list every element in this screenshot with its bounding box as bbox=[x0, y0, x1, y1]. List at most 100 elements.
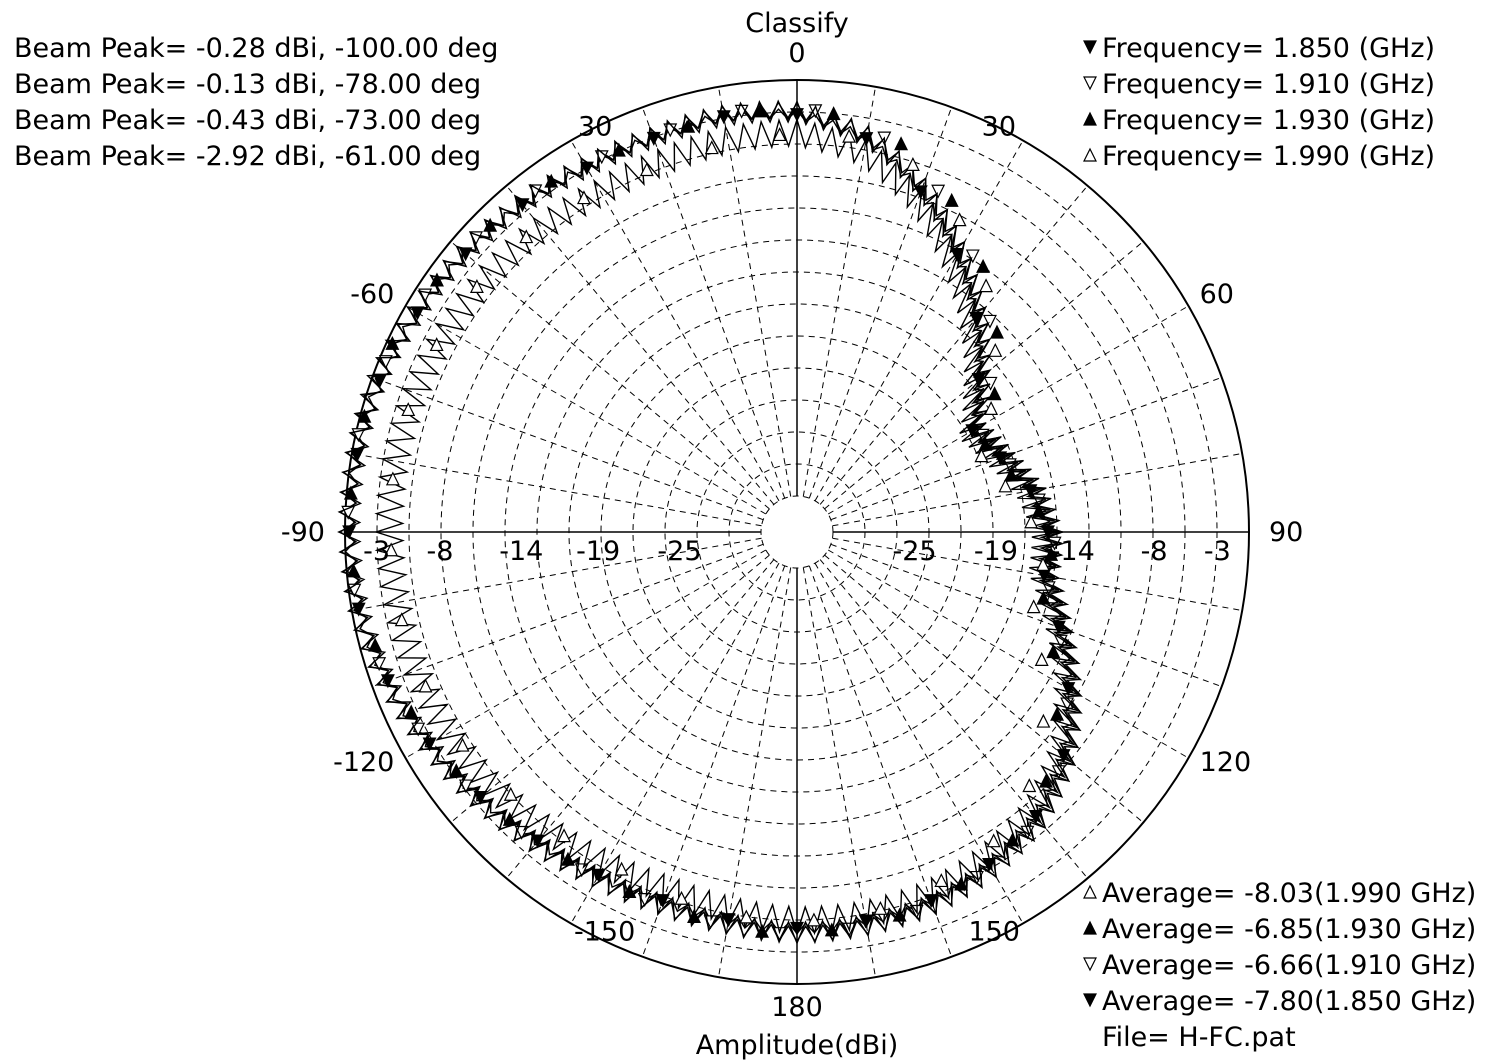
series-point bbox=[931, 184, 946, 199]
grid-spoke bbox=[832, 537, 1243, 611]
series-point bbox=[974, 448, 989, 463]
grid-spoke bbox=[641, 565, 786, 957]
series-point bbox=[385, 471, 400, 486]
beam-peak-3: Beam Peak= -0.43 dBi, -73.00 deg bbox=[14, 105, 481, 136]
series-point bbox=[952, 212, 967, 227]
series-point bbox=[373, 373, 388, 388]
beam-peak-annotations: Beam Peak= -0.28 dBi, -100.00 deg Beam P… bbox=[14, 33, 498, 172]
series-point bbox=[394, 612, 409, 627]
legend-marker bbox=[1083, 147, 1097, 162]
series-point bbox=[449, 763, 464, 778]
grid-spoke bbox=[506, 559, 775, 879]
series-point bbox=[988, 342, 1003, 357]
series-point bbox=[739, 909, 754, 924]
legend-marker bbox=[1083, 40, 1097, 55]
angle-tick-label: -150 bbox=[574, 917, 635, 948]
angle-tick-label: 60 bbox=[1200, 279, 1234, 310]
grid-spoke bbox=[830, 543, 1222, 688]
series-point bbox=[418, 678, 433, 693]
radial-label-right: -14 bbox=[1051, 536, 1095, 567]
series-point bbox=[990, 324, 1004, 339]
average-entry-2: Average= -6.85(1.930 GHz) bbox=[1102, 914, 1476, 945]
angle-tick-label: -90 bbox=[281, 517, 325, 548]
grid-spoke bbox=[824, 554, 1144, 823]
series-point bbox=[557, 828, 572, 843]
series-point bbox=[1024, 514, 1039, 529]
grid-spoke bbox=[814, 140, 1024, 502]
series-point bbox=[965, 249, 980, 264]
angle-tick-label: 150 bbox=[968, 917, 1020, 948]
series-point bbox=[410, 306, 425, 321]
angle-tick-labels: 0 30 60 90 120 150 180 -150 -120 -90 -60 30 bbox=[281, 38, 1303, 1023]
grid-spoke bbox=[351, 453, 762, 527]
grid-spoke bbox=[506, 185, 775, 505]
series-point bbox=[368, 637, 383, 652]
series-point bbox=[576, 190, 591, 205]
series-point bbox=[378, 355, 393, 370]
grid-spoke bbox=[832, 453, 1243, 527]
grid-spoke bbox=[372, 376, 764, 521]
series-point bbox=[429, 272, 444, 287]
grid-spoke bbox=[641, 107, 786, 499]
legend-marker bbox=[1083, 111, 1097, 126]
series-point bbox=[950, 248, 965, 262]
series-point bbox=[808, 104, 823, 119]
series-point bbox=[944, 192, 959, 207]
series-point bbox=[611, 142, 626, 157]
grid-spoke bbox=[405, 305, 767, 515]
radial-label-right: -25 bbox=[892, 536, 936, 567]
grid-spoke bbox=[808, 565, 953, 957]
beam-peak-2: Beam Peak= -0.13 dBi, -78.00 deg bbox=[14, 69, 481, 100]
series-point bbox=[384, 542, 399, 557]
series-point bbox=[987, 386, 1002, 401]
radial-label-left: -8 bbox=[426, 536, 453, 567]
series-point bbox=[976, 258, 991, 273]
angle-tick-label: 120 bbox=[1200, 747, 1252, 778]
series-point bbox=[986, 833, 1001, 848]
average-entry-1: Average= -8.03(1.990 GHz) bbox=[1102, 878, 1476, 909]
legend-marker bbox=[1083, 76, 1097, 91]
series-point bbox=[357, 408, 372, 423]
series-point bbox=[422, 737, 437, 752]
series-point bbox=[503, 786, 518, 801]
grid-spoke bbox=[405, 549, 767, 759]
series-point bbox=[385, 335, 400, 350]
series-point bbox=[639, 162, 654, 177]
angle-tick-label: -60 bbox=[350, 279, 394, 310]
angle-tick-label: 30 bbox=[578, 111, 612, 142]
series-point bbox=[1050, 706, 1065, 721]
angle-tick-label: 0 bbox=[788, 38, 805, 69]
radial-label-left: -14 bbox=[499, 536, 543, 567]
series-point bbox=[982, 314, 997, 329]
beam-peak-1: Beam Peak= -0.28 dBi, -100.00 deg bbox=[14, 33, 498, 64]
series-line bbox=[337, 99, 1083, 945]
legend-entry-1: Frequency= 1.850 (GHz) bbox=[1102, 33, 1435, 64]
series-point bbox=[674, 890, 689, 905]
grid-spoke bbox=[819, 559, 1088, 879]
average-marker bbox=[1083, 920, 1097, 935]
series-point bbox=[1036, 557, 1051, 571]
series-point bbox=[681, 118, 696, 133]
angle-tick-label: 180 bbox=[771, 992, 823, 1023]
series-line bbox=[373, 117, 1080, 936]
angle-tick-label: -120 bbox=[333, 747, 394, 778]
angle-tick-label: 30 bbox=[982, 111, 1016, 142]
series-point bbox=[1034, 652, 1049, 666]
series-point bbox=[979, 278, 994, 293]
series-point bbox=[873, 900, 888, 915]
series-point bbox=[429, 337, 444, 352]
average-marker bbox=[1083, 884, 1097, 899]
series-point bbox=[983, 376, 998, 391]
polar-grid bbox=[344, 79, 1250, 985]
series-point bbox=[1036, 713, 1051, 728]
grid-spoke bbox=[824, 241, 1144, 510]
average-entry-4: Average= -7.80(1.850 GHz) bbox=[1102, 986, 1476, 1017]
grid-spoke bbox=[450, 554, 770, 823]
grid-spoke bbox=[372, 543, 764, 688]
grid-spoke bbox=[718, 567, 792, 978]
series-point bbox=[826, 106, 841, 121]
average-entry-3: Average= -6.66(1.910 GHz) bbox=[1102, 950, 1476, 981]
series-point bbox=[1026, 599, 1041, 614]
grid-spoke bbox=[827, 549, 1189, 759]
series-point bbox=[483, 217, 498, 232]
